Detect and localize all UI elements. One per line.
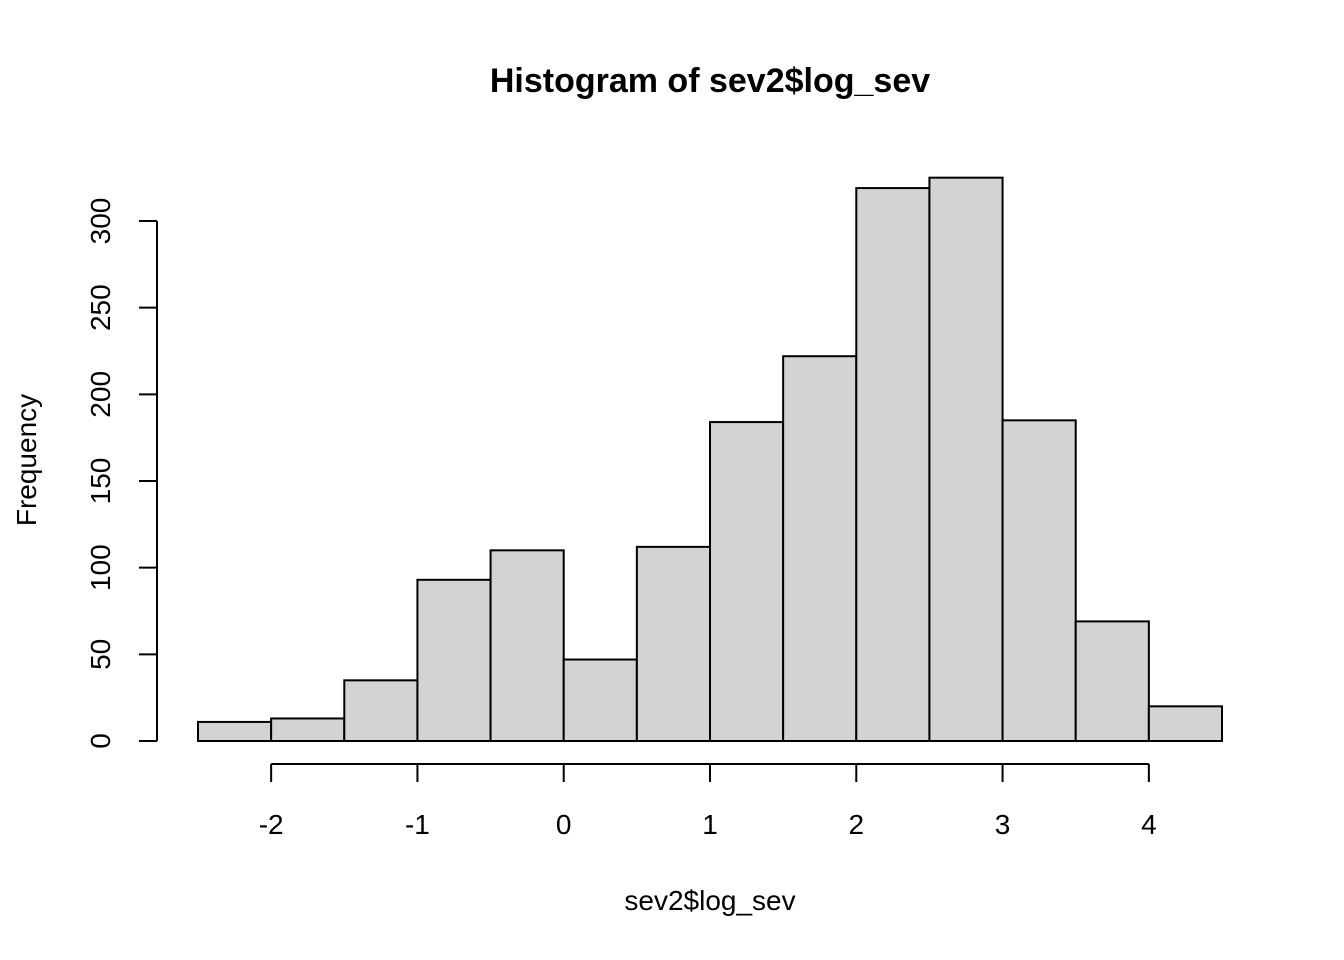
x-axis-label: sev2$log_sev	[624, 885, 795, 916]
y-tick-label: 200	[85, 371, 116, 418]
x-tick-label: -1	[405, 809, 430, 840]
histogram-bar	[635, 545, 711, 743]
histogram-bar	[416, 578, 492, 742]
histogram-bar	[1074, 620, 1150, 742]
histogram-bar	[270, 717, 346, 743]
histogram-bar	[928, 176, 1004, 743]
y-tick-label: 0	[85, 733, 116, 749]
y-tick-label: 150	[85, 458, 116, 505]
y-tick-label: 300	[85, 198, 116, 245]
histogram-bar	[782, 355, 858, 742]
x-tick-label: 0	[556, 809, 572, 840]
y-axis-label: Frequency	[11, 394, 42, 526]
x-tick-label: 3	[995, 809, 1011, 840]
histogram-bar	[343, 679, 419, 742]
y-tick-label: 50	[85, 639, 116, 670]
x-axis: -2 -1 0 1 2 3 4	[259, 763, 1157, 840]
x-tick-label: 2	[848, 809, 864, 840]
y-tick-label: 100	[85, 544, 116, 591]
bars-group	[197, 176, 1224, 743]
histogram-bar	[1147, 705, 1224, 742]
chart-title: Histogram of sev2$log_sev	[490, 62, 930, 100]
histogram-bar	[489, 549, 565, 742]
y-axis: 0 50 100 150 200 250 300	[85, 198, 158, 749]
histogram-bar	[709, 421, 785, 742]
y-tick-label: 250	[85, 284, 116, 331]
x-tick-label: 1	[702, 809, 718, 840]
x-tick-label: -2	[259, 809, 284, 840]
x-tick-label: 4	[1141, 809, 1157, 840]
histogram-bar	[562, 658, 638, 743]
histogram-bar	[1001, 419, 1077, 742]
histogram-bar	[197, 720, 273, 743]
histogram-bar	[855, 187, 931, 743]
